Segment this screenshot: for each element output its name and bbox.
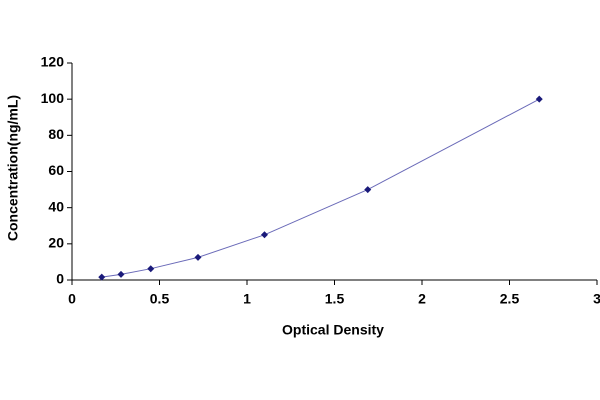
- data-point: [261, 231, 268, 239]
- x-tick-label: 2: [418, 291, 426, 307]
- y-tick-label: 100: [41, 90, 65, 106]
- y-tick-label: 20: [48, 235, 64, 251]
- data-point: [364, 186, 372, 194]
- x-axis-label: Optical Density: [282, 322, 384, 338]
- data-point: [194, 253, 202, 261]
- x-tick-label: 1: [243, 291, 251, 307]
- y-tick-label: 0: [56, 271, 64, 287]
- y-tick-label: 80: [48, 126, 64, 142]
- x-tick-label: 0.5: [150, 291, 170, 307]
- data-point: [147, 265, 155, 273]
- y-tick-label: 120: [41, 54, 65, 70]
- x-tick-label: 1.5: [325, 291, 345, 307]
- y-tick-label: 60: [48, 162, 64, 178]
- fit-curve: [101, 98, 540, 278]
- x-tick-label: 2.5: [500, 291, 520, 307]
- y-axis-label: Concentration(ng/mL): [5, 95, 21, 241]
- data-point: [535, 95, 543, 103]
- data-point: [117, 270, 125, 278]
- y-tick-label: 40: [48, 198, 64, 214]
- x-tick-label: 3: [593, 291, 600, 307]
- data-point: [98, 273, 106, 281]
- x-tick-label: 0: [68, 291, 76, 307]
